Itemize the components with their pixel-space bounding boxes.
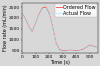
Actual Flow (62, 51, 63, 52)
Ordered Flow (86, 47, 87, 48)
Ordered Flow (69, 50, 70, 51)
Actual Flow (59, 50, 60, 51)
Actual Flow (25, 19, 26, 20)
Actual Flow (72, 50, 74, 51)
Actual Flow (69, 50, 70, 51)
Actual Flow (96, 47, 97, 48)
Ordered Flow (82, 49, 84, 50)
X-axis label: Time (s): Time (s) (50, 60, 70, 65)
Line: Actual Flow: Actual Flow (22, 8, 97, 51)
Ordered Flow (35, 23, 36, 24)
Ordered Flow (89, 45, 90, 46)
Actual Flow (55, 43, 56, 44)
Actual Flow (93, 46, 94, 47)
Actual Flow (45, 7, 46, 8)
Y-axis label: Flow rate (mL/min): Flow rate (mL/min) (3, 4, 8, 51)
Actual Flow (48, 14, 50, 15)
Ordered Flow (59, 49, 60, 50)
Ordered Flow (38, 14, 40, 15)
Ordered Flow (28, 26, 29, 27)
Actual Flow (28, 27, 29, 28)
Actual Flow (52, 27, 53, 28)
Ordered Flow (93, 46, 94, 47)
Legend: Ordered Flow, Actual Flow: Ordered Flow, Actual Flow (55, 4, 97, 17)
Actual Flow (86, 47, 87, 48)
Ordered Flow (52, 26, 53, 27)
Ordered Flow (66, 50, 67, 51)
Ordered Flow (72, 50, 74, 51)
Actual Flow (32, 32, 33, 33)
Ordered Flow (42, 8, 43, 9)
Ordered Flow (96, 47, 97, 48)
Actual Flow (38, 15, 40, 16)
Line: Ordered Flow: Ordered Flow (22, 7, 97, 51)
Actual Flow (89, 45, 90, 46)
Ordered Flow (48, 13, 50, 14)
Ordered Flow (21, 13, 23, 14)
Ordered Flow (79, 50, 80, 51)
Actual Flow (79, 50, 80, 51)
Ordered Flow (76, 50, 77, 51)
